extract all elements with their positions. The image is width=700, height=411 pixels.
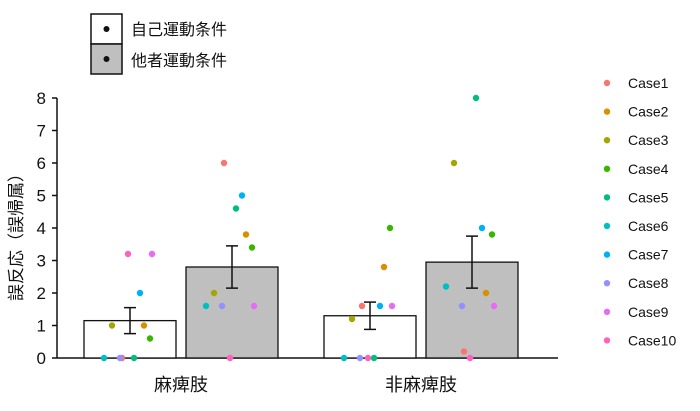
case-legend-label: Case2 <box>628 104 669 120</box>
legend-label-other: 他者運動条件 <box>131 51 227 70</box>
case-legend-item: Case7 <box>603 247 669 263</box>
case-legend-item: Case8 <box>603 275 669 291</box>
x-category-label: 非麻痺肢 <box>385 375 457 396</box>
case-legend-label: Case8 <box>628 275 669 291</box>
y-tick-label: 0 <box>37 349 46 368</box>
case-legend-item: Case6 <box>603 218 669 234</box>
data-point <box>356 354 364 362</box>
case-legend-dot <box>603 251 611 258</box>
case-legend-label: Case3 <box>628 132 669 148</box>
case-legend-item: Case3 <box>603 132 669 148</box>
case-legend-dot <box>603 222 611 230</box>
data-point <box>124 250 132 258</box>
bars <box>83 261 519 359</box>
data-point <box>348 315 356 323</box>
case-legend-item: Case10 <box>603 332 676 348</box>
y-tick-label: 7 <box>37 122 46 141</box>
condition-legend: 自己運動条件 他者運動条件 <box>90 13 227 75</box>
case-legend-item: Case1 <box>603 75 669 91</box>
case-legend-dot <box>603 137 611 144</box>
legend-item-self: 自己運動条件 <box>90 13 227 45</box>
y-tick-label: 3 <box>37 252 46 271</box>
case-legend-label: Case4 <box>628 161 669 177</box>
data-point <box>460 348 468 355</box>
case-legend-dot <box>603 108 611 115</box>
error-bars <box>124 235 478 335</box>
data-point <box>478 224 486 232</box>
case-legend-dot <box>603 194 611 201</box>
legend-dot-self <box>103 26 110 32</box>
y-tick-label: 2 <box>37 284 46 303</box>
data-point <box>202 302 210 310</box>
case-legend: Case1 Case2 Case3 Case4 Case5 Case6 Case7 Case8… <box>603 75 676 348</box>
case-legend-item: Case9 <box>603 304 669 320</box>
error-bar-self-1 <box>364 301 376 331</box>
data-point <box>218 302 226 310</box>
case-legend-dot <box>603 337 611 344</box>
data-point <box>108 322 116 329</box>
case-legend-label: Case6 <box>628 218 669 234</box>
case-legend-dot <box>603 165 611 172</box>
data-point <box>250 302 258 310</box>
case-legend-label: Case1 <box>628 75 669 91</box>
data-point <box>466 354 474 362</box>
case-legend-item: Case4 <box>603 161 669 177</box>
data-point <box>148 250 156 258</box>
data-point <box>386 224 394 232</box>
data-point <box>376 302 384 310</box>
data-point <box>248 244 256 251</box>
data-point <box>364 354 372 362</box>
case-legend-dot <box>603 79 611 87</box>
data-point <box>472 94 480 102</box>
case-legend-label: Case7 <box>628 247 669 263</box>
data-point <box>226 354 234 362</box>
legend-dot-other <box>103 56 110 62</box>
y-tick-label: 6 <box>37 154 46 173</box>
data-point <box>140 322 148 329</box>
y-tick-label: 5 <box>37 187 46 206</box>
data-point <box>488 231 496 238</box>
x-categories: 麻痺肢 非麻痺肢 <box>154 375 457 396</box>
error-bar-other-0 <box>226 245 238 289</box>
data-point <box>220 159 228 167</box>
error-bar-self-0 <box>124 306 136 335</box>
data-point <box>358 302 366 310</box>
error-bar-other-1 <box>466 235 478 289</box>
legend-label-self: 自己運動条件 <box>131 20 227 39</box>
data-point <box>380 263 388 271</box>
case-legend-item: Case5 <box>603 189 669 205</box>
y-tick-label: 1 <box>37 317 46 336</box>
y-axis-label: 誤反応（誤帰属） <box>7 165 27 301</box>
data-point <box>100 354 108 362</box>
data-point <box>340 354 348 362</box>
data-point <box>136 289 144 297</box>
data-point <box>370 354 378 362</box>
case-legend-dot <box>603 280 611 287</box>
case-legend-item: Case2 <box>603 104 669 120</box>
case-legend-label: Case5 <box>628 189 669 205</box>
data-point <box>388 302 396 310</box>
data-point <box>116 354 124 362</box>
y-tick-label: 8 <box>37 89 46 108</box>
data-point <box>146 335 154 342</box>
data-point <box>490 302 498 310</box>
data-point <box>232 205 240 212</box>
legend-item-other: 他者運動条件 <box>90 43 227 75</box>
data-point <box>458 302 466 310</box>
case-legend-dot <box>603 308 611 315</box>
data-point <box>210 289 218 297</box>
bar-self-0 <box>83 319 177 359</box>
data-point <box>482 289 490 297</box>
data-point <box>238 192 246 199</box>
data-point <box>130 354 138 362</box>
data-point <box>442 283 450 290</box>
y-tick-label: 4 <box>37 219 46 238</box>
case-legend-label: Case10 <box>628 332 676 348</box>
data-points <box>100 94 498 362</box>
case-legend-label: Case9 <box>628 304 669 320</box>
data-point <box>242 231 250 238</box>
data-point <box>450 159 458 167</box>
x-category-label: 麻痺肢 <box>154 375 208 396</box>
